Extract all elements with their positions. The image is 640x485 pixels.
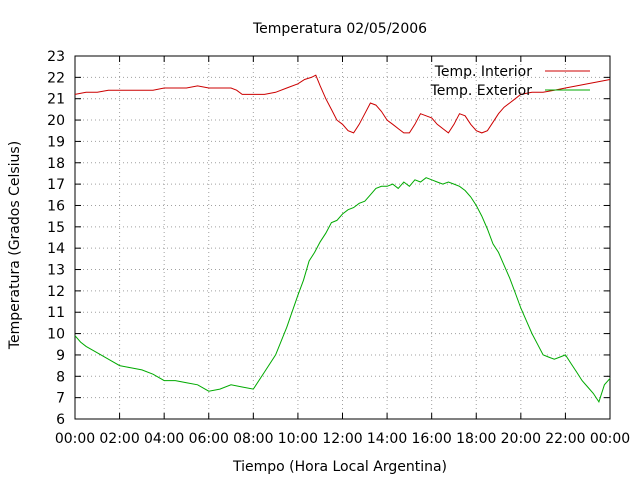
x-tick-label: 20:00 bbox=[501, 431, 541, 447]
legend-label-exterior: Temp. Exterior bbox=[430, 83, 533, 99]
x-tick-label: 10:00 bbox=[278, 431, 318, 447]
series-lines bbox=[74, 74, 611, 404]
y-tick-label: 19 bbox=[47, 134, 65, 150]
x-tick-label: 08:00 bbox=[233, 431, 273, 447]
plot-frame bbox=[74, 55, 611, 420]
y-tick-label: 17 bbox=[47, 177, 65, 193]
legend-label-interior: Temp. Interior bbox=[434, 64, 533, 80]
x-tick-label: 14:00 bbox=[367, 431, 407, 447]
x-tick-label: 00:00 bbox=[55, 431, 95, 447]
y-tick-label: 8 bbox=[56, 369, 65, 385]
x-tick-label: 04:00 bbox=[144, 431, 184, 447]
x-axis-label: Tiempo (Hora Local Argentina) bbox=[232, 459, 447, 475]
x-tick-label: 18:00 bbox=[456, 431, 496, 447]
y-tick-label: 15 bbox=[47, 220, 65, 236]
chart-title: Temperatura 02/05/2006 bbox=[252, 21, 427, 37]
y-tick-label: 23 bbox=[47, 49, 65, 65]
x-tick-label: 06:00 bbox=[189, 431, 229, 447]
y-tick-labels: 6 7 8 9 10 11 12 13 14 15 16 17 18 19 20 21 22 23 bbox=[47, 49, 65, 428]
x-tick-label: 16:00 bbox=[411, 431, 451, 447]
x-tick-label: 02:00 bbox=[99, 431, 139, 447]
y-tick-label: 22 bbox=[47, 70, 65, 86]
series-temp-exterior bbox=[74, 177, 611, 404]
series-temp-interior bbox=[74, 74, 611, 134]
y-tick-label: 21 bbox=[47, 92, 65, 108]
y-tick-label: 9 bbox=[56, 348, 65, 364]
x-tick-label: 00:00 bbox=[590, 431, 630, 447]
x-tick-label: 22:00 bbox=[545, 431, 585, 447]
y-tick-label: 13 bbox=[47, 263, 65, 279]
y-tick-label: 10 bbox=[47, 327, 65, 343]
y-tick-label: 18 bbox=[47, 156, 65, 172]
y-tick-label: 11 bbox=[47, 305, 65, 321]
x-tick-label: 12:00 bbox=[322, 431, 362, 447]
y-tick-label: 16 bbox=[47, 198, 65, 214]
legend: Temp. Interior Temp. Exterior bbox=[430, 64, 590, 99]
y-tick-label: 7 bbox=[56, 391, 65, 407]
y-tick-label: 6 bbox=[56, 412, 65, 428]
y-tick-label: 14 bbox=[47, 241, 65, 257]
grid bbox=[75, 56, 610, 419]
y-tick-label: 12 bbox=[47, 284, 65, 300]
y-axis-label: Temperatura (Grados Celsius) bbox=[7, 141, 23, 350]
y-tick-label: 20 bbox=[47, 113, 65, 129]
x-tick-labels: 00:00 02:00 04:00 06:00 08:00 10:00 12:00 14:00… bbox=[55, 431, 630, 447]
